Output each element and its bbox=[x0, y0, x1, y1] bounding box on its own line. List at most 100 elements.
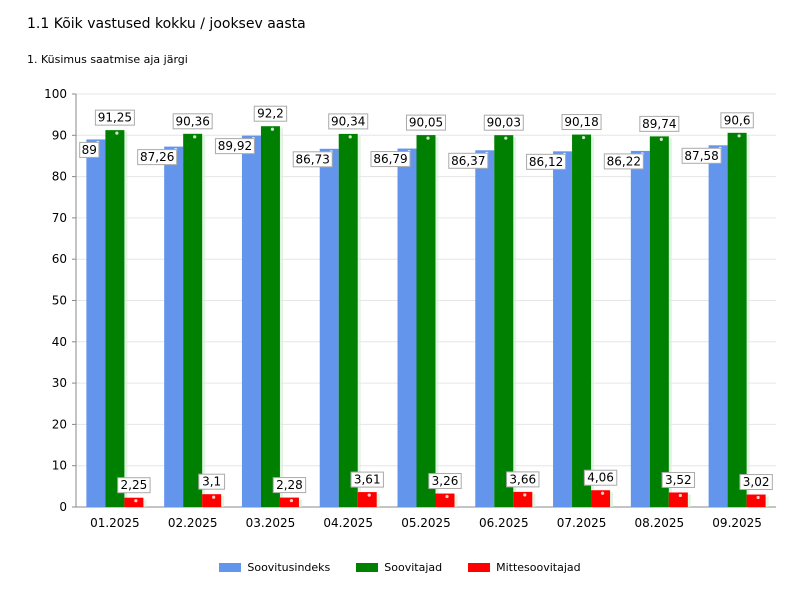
bar bbox=[572, 134, 592, 508]
bar bbox=[164, 146, 184, 507]
data-label-box bbox=[94, 109, 135, 126]
bar-marker bbox=[348, 135, 352, 139]
data-label-box bbox=[79, 141, 100, 158]
data-label: 92,2 bbox=[257, 107, 284, 121]
bar bbox=[727, 132, 747, 507]
data-label-box bbox=[328, 113, 369, 130]
legend-swatch bbox=[468, 563, 491, 572]
x-tick-label: 08.2025 bbox=[635, 516, 685, 530]
data-label-box bbox=[272, 477, 307, 494]
data-label: 3,1 bbox=[202, 475, 221, 489]
chart-title: 1.1 Kõik vastused kokku / jooksev aasta bbox=[27, 16, 306, 32]
data-label: 89,92 bbox=[218, 139, 252, 153]
y-tick-label: 50 bbox=[52, 294, 67, 308]
bar bbox=[649, 136, 669, 508]
data-label: 87,58 bbox=[684, 149, 718, 163]
bar bbox=[630, 150, 650, 507]
bar-marker bbox=[115, 131, 119, 135]
y-tick-label: 10 bbox=[52, 459, 67, 473]
bar bbox=[183, 133, 203, 507]
legend-label: Mittesoovitajad bbox=[496, 561, 581, 574]
data-label-box bbox=[561, 114, 602, 131]
bar bbox=[553, 151, 573, 507]
data-label: 90,36 bbox=[175, 114, 209, 128]
bar-marker bbox=[756, 495, 760, 500]
y-tick-label: 40 bbox=[52, 335, 67, 349]
legend-label: Soovitajad bbox=[384, 561, 443, 574]
y-tick-label: 100 bbox=[44, 87, 67, 101]
data-label: 89,74 bbox=[642, 117, 676, 131]
bar-marker bbox=[193, 135, 197, 139]
bar bbox=[475, 150, 495, 507]
data-label: 3,66 bbox=[509, 472, 536, 486]
y-tick-label: 90 bbox=[52, 128, 67, 142]
bar-marker bbox=[426, 136, 430, 140]
bar bbox=[86, 139, 106, 507]
x-tick-label: 07.2025 bbox=[557, 516, 607, 530]
chart-subtitle: 1. Küsimus saatmise aja järgi bbox=[27, 53, 188, 66]
bar bbox=[202, 494, 222, 507]
y-tick-label: 70 bbox=[52, 211, 67, 225]
data-label-box bbox=[720, 112, 754, 129]
bar bbox=[494, 135, 514, 508]
bar-marker bbox=[504, 136, 508, 140]
data-label: 86,79 bbox=[373, 152, 407, 166]
data-label-box bbox=[350, 471, 384, 488]
bar bbox=[746, 494, 766, 507]
data-label: 86,22 bbox=[607, 154, 641, 168]
x-tick-label: 05.2025 bbox=[401, 516, 451, 530]
y-tick-label: 80 bbox=[52, 170, 67, 184]
bar bbox=[357, 492, 377, 507]
bar bbox=[435, 493, 455, 507]
data-label-box bbox=[292, 151, 333, 168]
data-label-box bbox=[448, 152, 489, 169]
bar bbox=[124, 497, 144, 507]
legend-swatch bbox=[356, 563, 379, 572]
legend-label: Soovitusindeks bbox=[247, 561, 331, 574]
bar-marker bbox=[212, 495, 216, 499]
x-tick-label: 01.2025 bbox=[90, 516, 140, 530]
bar bbox=[416, 135, 436, 507]
data-label: 2,28 bbox=[276, 478, 303, 492]
legend-item-soovitajad[interactable]: Soovitajad bbox=[356, 561, 442, 574]
bar-marker bbox=[737, 134, 741, 138]
data-label: 90,03 bbox=[487, 116, 521, 130]
data-label-box bbox=[526, 153, 567, 170]
bar-marker bbox=[581, 135, 586, 140]
bar bbox=[397, 148, 417, 507]
data-label-box bbox=[681, 147, 722, 164]
bar bbox=[708, 145, 728, 507]
data-label: 89 bbox=[82, 143, 97, 157]
data-label-box bbox=[214, 138, 255, 155]
data-label: 3,61 bbox=[354, 473, 381, 487]
data-label: 87,26 bbox=[140, 150, 174, 164]
x-tick-label: 04.2025 bbox=[323, 516, 373, 530]
x-tick-label: 02.2025 bbox=[168, 516, 218, 530]
legend-item-mittesoovitajad[interactable]: Mittesoovitajad bbox=[468, 561, 581, 574]
bar-marker bbox=[678, 493, 682, 498]
data-label: 3,26 bbox=[432, 474, 459, 488]
y-tick-label: 30 bbox=[52, 376, 67, 390]
data-label: 90,34 bbox=[331, 114, 365, 128]
bar-marker bbox=[523, 493, 527, 497]
y-tick-label: 20 bbox=[52, 417, 67, 431]
bar bbox=[338, 133, 358, 507]
data-label: 86,37 bbox=[451, 154, 485, 168]
bar bbox=[668, 492, 688, 507]
data-label: 86,12 bbox=[529, 155, 563, 169]
data-label-box bbox=[137, 149, 178, 166]
bar-marker bbox=[289, 498, 294, 503]
data-label-box bbox=[483, 114, 524, 131]
data-label: 3,52 bbox=[665, 473, 692, 487]
data-label-box bbox=[428, 473, 462, 490]
bar-marker bbox=[134, 499, 138, 503]
y-tick-label: 60 bbox=[52, 252, 67, 266]
data-label: 86,73 bbox=[296, 152, 330, 166]
y-tick-label: 0 bbox=[59, 500, 67, 514]
bar bbox=[241, 135, 261, 507]
data-label-box bbox=[117, 477, 151, 494]
legend-item-soovitusindeks[interactable]: Soovitusindeks bbox=[219, 561, 330, 574]
bar-marker bbox=[659, 137, 663, 141]
bar bbox=[260, 126, 280, 508]
